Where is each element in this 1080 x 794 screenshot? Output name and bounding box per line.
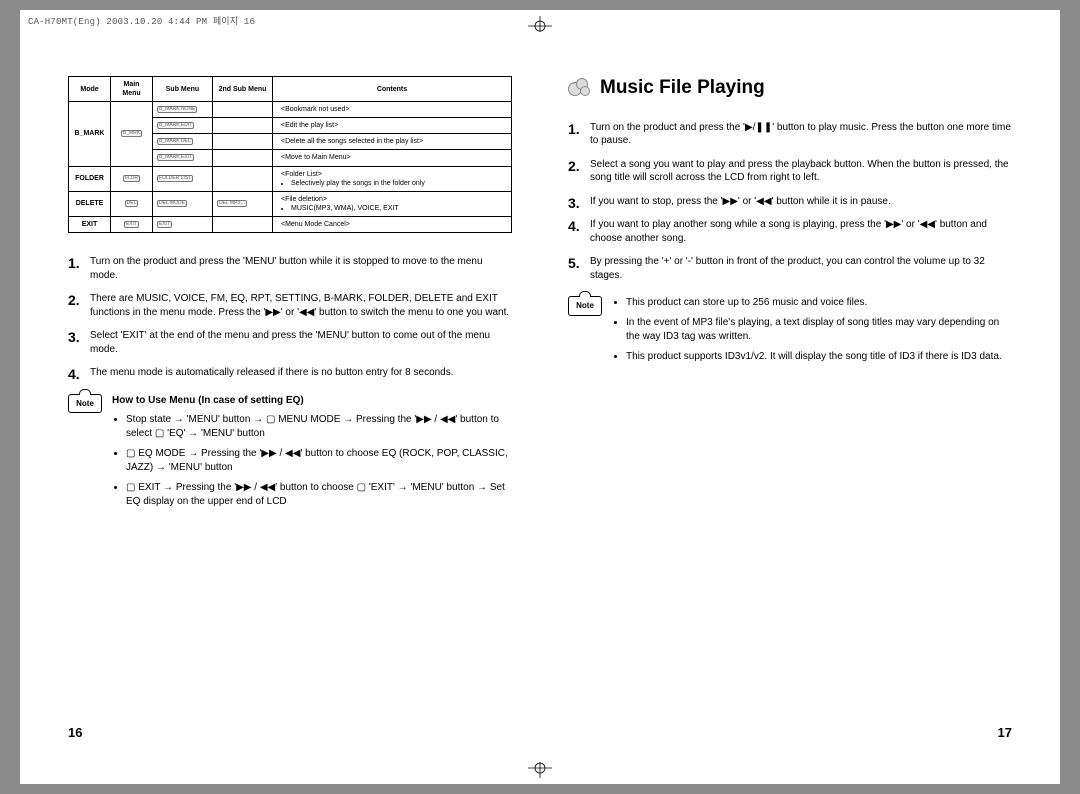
cell-mode: DELETE [69, 191, 111, 216]
lcd-icon: DEL MODE [157, 200, 187, 207]
page-left: Mode Main Menu Sub Menu 2nd Sub Menu Con… [68, 76, 512, 784]
lcd-icon: B_MARK EDIT [157, 122, 194, 129]
cell-main: DEL [111, 191, 153, 216]
cell-sub2 [213, 166, 273, 191]
row-contents-bullet: MUSIC(MP3, WMA), VOICE, EXIT [291, 204, 508, 213]
page-number-left: 16 [68, 725, 82, 740]
feature-heading: Music File Playing [568, 76, 1012, 101]
step-item: If you want to play another song while a… [568, 218, 1012, 245]
cell-sub: B_MARK NONE [153, 102, 213, 118]
menu-mode-table: Mode Main Menu Sub Menu 2nd Sub Menu Con… [68, 76, 512, 233]
row-contents-text: <Folder List> [281, 171, 322, 178]
table-row: DELETE DEL DEL MODE DEL MP3… <File delet… [69, 191, 512, 216]
note-item: This product supports ID3v1/v2. It will … [626, 350, 1012, 364]
step-item: Select 'EXIT' at the end of the menu and… [68, 329, 512, 356]
note-item: In the event of MP3 file's playing, a te… [626, 316, 1012, 344]
step-item: Turn on the product and press the 'MENU'… [68, 255, 512, 282]
cell-main: EXIT [111, 216, 153, 232]
cell-sub: EXIT [153, 216, 213, 232]
note-badge: Note [68, 394, 102, 413]
step-item: Select a song you want to play and press… [568, 158, 1012, 185]
music-disc-icon [568, 76, 592, 100]
registration-mark-top [510, 10, 570, 32]
note-block-right: Note This product can store up to 256 mu… [568, 296, 1012, 370]
cell-sub: FOLDER LIST [153, 166, 213, 191]
lcd-icon: B_MARK NONE [157, 106, 197, 113]
lcd-icon: EXIT [157, 221, 172, 228]
lcd-icon: B_MRK [121, 130, 142, 137]
note-block-left: Note How to Use Menu (In case of setting… [68, 394, 512, 515]
step-item: The menu mode is automatically released … [68, 366, 512, 380]
note-item: ▢ EQ MODE → Pressing the '▶▶ / ◀◀' butto… [126, 447, 512, 475]
table-row: EXIT EXIT EXIT <Menu Mode Cancel> [69, 216, 512, 232]
table-row: B_MARK B_MRK B_MARK NONE <Bookmark not u… [69, 102, 512, 118]
menu-table-body: B_MARK B_MRK B_MARK NONE <Bookmark not u… [69, 102, 512, 233]
th-mode: Mode [69, 77, 111, 102]
step-item: Turn on the product and press the '▶/❚❚'… [568, 121, 1012, 148]
cell-contents: <File deletion> MUSIC(MP3, WMA), VOICE, … [273, 191, 512, 216]
cell-sub2 [213, 118, 273, 134]
cell-mode: EXIT [69, 216, 111, 232]
cell-sub: B_MARK EXIT [153, 150, 213, 166]
th-2ndsub: 2nd Sub Menu [213, 77, 273, 102]
th-mainmenu: Main Menu [111, 77, 153, 102]
print-doc-header: CA-H70MT(Eng) 2003.10.20 4:44 PM 페이지 16 [28, 14, 255, 27]
cell-sub2: DEL MP3… [213, 191, 273, 216]
lcd-icon: B_MARK EXIT [157, 154, 194, 161]
lcd-icon: FLDR [123, 175, 140, 182]
row-contents-bullet: Selectively play the songs in the folder… [291, 179, 508, 188]
cell-mode: FOLDER [69, 166, 111, 191]
cell-sub: DEL MODE [153, 191, 213, 216]
cell-sub2 [213, 150, 273, 166]
cell-contents: <Menu Mode Cancel> [273, 216, 512, 232]
note-body: How to Use Menu (In case of setting EQ) … [112, 394, 512, 515]
feature-heading-text: Music File Playing [600, 76, 765, 101]
lcd-icon: EXIT [124, 221, 139, 228]
cell-sub: B_MARK EDIT [153, 118, 213, 134]
cell-main: B_MRK [111, 102, 153, 166]
cell-sub2 [213, 216, 273, 232]
row-contents-text: <File deletion> [281, 196, 327, 203]
note-title: How to Use Menu (In case of setting EQ) [112, 394, 512, 407]
spread-content: Mode Main Menu Sub Menu 2nd Sub Menu Con… [20, 76, 1060, 784]
page-right: Music File Playing Turn on the product a… [568, 76, 1012, 784]
cell-contents: <Delete all the songs selected in the pl… [273, 134, 512, 150]
lcd-icon: DEL [125, 200, 139, 207]
cell-contents: <Edit the play list> [273, 118, 512, 134]
lcd-icon: DEL MP3… [217, 200, 247, 207]
cell-contents: <Move to Main Menu> [273, 150, 512, 166]
cell-main: FLDR [111, 166, 153, 191]
page-number-right: 17 [998, 725, 1012, 740]
table-row: FOLDER FLDR FOLDER LIST <Folder List> Se… [69, 166, 512, 191]
cell-sub: B_MARK DEL [153, 134, 213, 150]
note-item: This product can store up to 256 music a… [626, 296, 1012, 310]
note-badge: Note [568, 296, 602, 315]
th-contents: Contents [273, 77, 512, 102]
left-steps: Turn on the product and press the 'MENU'… [68, 255, 512, 380]
cell-contents: <Bookmark not used> [273, 102, 512, 118]
step-item: By pressing the '+' or '-' button in fro… [568, 255, 1012, 282]
right-steps: Turn on the product and press the '▶/❚❚'… [568, 121, 1012, 283]
cell-mode: B_MARK [69, 102, 111, 166]
cell-contents: <Folder List> Selectively play the songs… [273, 166, 512, 191]
note-item: ▢ EXIT → Pressing the '▶▶ / ◀◀' button t… [126, 481, 512, 509]
lcd-icon: FOLDER LIST [157, 175, 193, 182]
note-body: This product can store up to 256 music a… [612, 296, 1012, 370]
note-item: Stop state → 'MENU' button → ▢ MENU MODE… [126, 413, 512, 441]
cell-sub2 [213, 134, 273, 150]
cell-sub2 [213, 102, 273, 118]
manual-spread: CA-H70MT(Eng) 2003.10.20 4:44 PM 페이지 16 … [20, 10, 1060, 784]
lcd-icon: B_MARK DEL [157, 138, 193, 145]
step-item: If you want to stop, press the '▶▶' or '… [568, 195, 1012, 209]
step-item: There are MUSIC, VOICE, FM, EQ, RPT, SET… [68, 292, 512, 319]
th-submenu: Sub Menu [153, 77, 213, 102]
